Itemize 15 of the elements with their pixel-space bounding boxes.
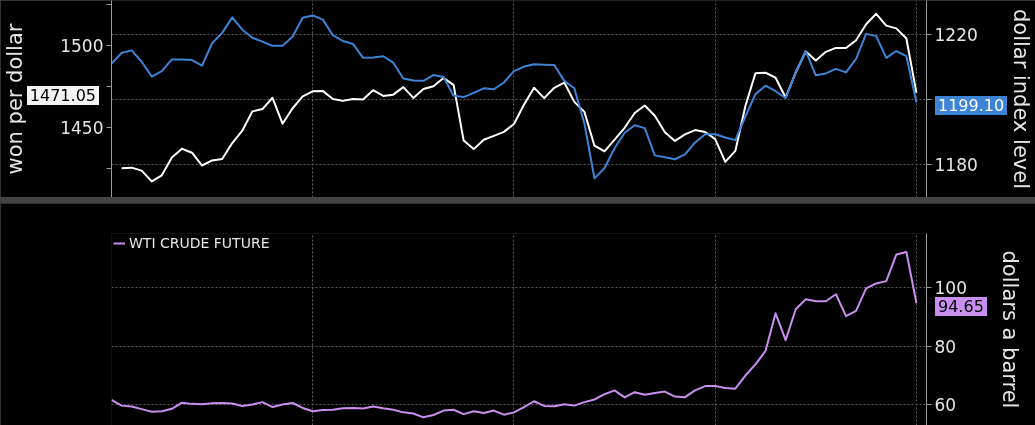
text: 1471.05	[29, 86, 96, 106]
y-axis-title: dollars a barrel	[997, 250, 1022, 409]
legend-label: WTI CRUDE FUTURE	[129, 235, 270, 251]
y-tick-label: 1450	[60, 117, 104, 138]
y-tick-label: 1500	[60, 35, 104, 56]
data-label: 94.65	[938, 296, 984, 316]
y2-tick-label: 1220	[934, 25, 978, 46]
data-label: 1199.10	[938, 96, 1005, 116]
line-series	[111, 250, 918, 419]
y-tick-label: 80	[934, 336, 957, 357]
y2-tick-label: 1180	[934, 154, 978, 175]
y-tick-label: 60	[934, 394, 957, 415]
y-tick-label: 100	[934, 278, 967, 299]
y-axis-title: won per dollar	[3, 23, 28, 175]
y2-axis-title: dollar index level	[1008, 8, 1033, 190]
